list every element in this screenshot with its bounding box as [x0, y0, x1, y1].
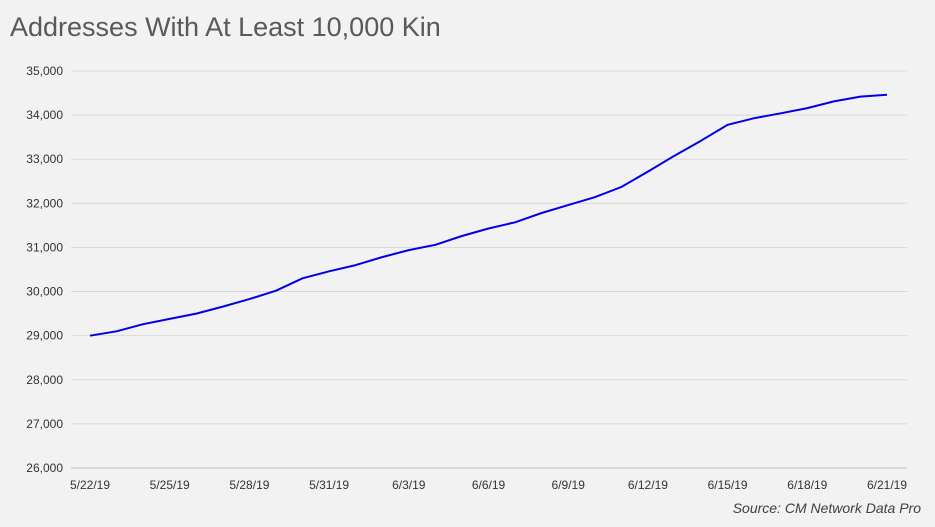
- data-point: [752, 116, 756, 120]
- y-axis-tick-labels: 26,000 27,000 28,000 29,000 30,000 31,000 32,0…: [26, 64, 63, 475]
- data-point: [566, 203, 570, 207]
- x-tick-label: 5/22/19: [70, 478, 110, 492]
- data-point: [885, 93, 889, 97]
- source-note: Source: CM Network Data Pro: [732, 500, 921, 516]
- data-point: [699, 139, 703, 143]
- gridlines: [71, 70, 907, 469]
- data-point: [247, 297, 251, 301]
- data-point: [407, 248, 411, 252]
- data-point: [487, 226, 491, 230]
- data-point: [194, 312, 198, 316]
- y-tick-label: 31,000: [26, 240, 63, 254]
- data-point: [646, 170, 650, 174]
- x-tick-label: 6/21/19: [867, 478, 907, 492]
- x-tick-label: 5/31/19: [309, 478, 349, 492]
- series-line: [89, 93, 888, 337]
- x-tick-label: 6/18/19: [787, 478, 827, 492]
- data-point: [301, 276, 305, 280]
- y-tick-label: 35,000: [26, 64, 63, 78]
- data-point: [460, 234, 464, 238]
- data-point: [274, 289, 278, 293]
- data-point: [327, 269, 331, 273]
- data-point: [88, 334, 92, 338]
- data-point: [726, 123, 730, 127]
- chart-title: Addresses With At Least 10,000 Kin: [10, 12, 441, 42]
- y-tick-label: 33,000: [26, 152, 63, 166]
- series-layer: [88, 93, 889, 338]
- y-tick-label: 27,000: [26, 417, 63, 431]
- data-point: [540, 211, 544, 215]
- y-tick-label: 29,000: [26, 329, 63, 343]
- x-axis-tick-labels: 5/22/19 5/25/19 5/28/19 5/31/19 6/3/19 6/6/19…: [70, 478, 907, 492]
- data-point: [619, 185, 623, 189]
- data-point: [354, 263, 358, 267]
- x-tick-label: 5/25/19: [150, 478, 190, 492]
- data-point: [513, 220, 517, 224]
- y-tick-label: 30,000: [26, 285, 63, 299]
- y-tick-label: 28,000: [26, 373, 63, 387]
- data-point: [779, 111, 783, 115]
- y-tick-label: 26,000: [26, 461, 63, 475]
- data-point: [433, 243, 437, 247]
- data-point: [672, 154, 676, 158]
- x-tick-label: 6/15/19: [708, 478, 748, 492]
- x-tick-label: 6/9/19: [552, 478, 586, 492]
- data-point: [858, 95, 862, 99]
- data-point: [115, 329, 119, 333]
- x-tick-label: 6/6/19: [472, 478, 506, 492]
- data-point: [593, 195, 597, 199]
- data-point: [221, 305, 225, 309]
- data-point: [168, 317, 172, 321]
- data-point: [141, 322, 145, 326]
- y-tick-label: 32,000: [26, 196, 63, 210]
- x-tick-label: 6/3/19: [392, 478, 426, 492]
- y-tick-label: 34,000: [26, 108, 63, 122]
- data-point: [380, 255, 384, 259]
- data-point: [805, 106, 809, 110]
- x-tick-label: 5/28/19: [229, 478, 269, 492]
- data-point: [832, 99, 836, 103]
- x-tick-label: 6/12/19: [628, 478, 668, 492]
